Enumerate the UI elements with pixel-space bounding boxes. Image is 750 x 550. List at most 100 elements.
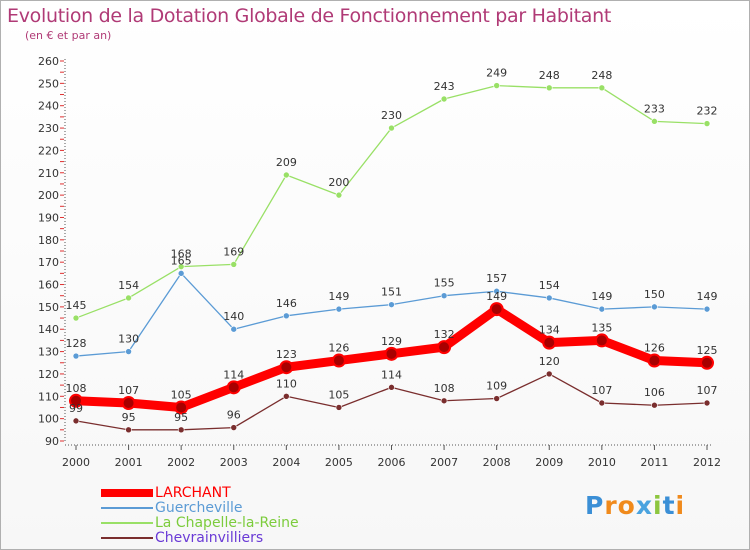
legend-item-larchant: LARCHANT (101, 485, 299, 500)
data-label: 209 (276, 156, 297, 169)
x-tick-label: 2010 (588, 456, 616, 469)
data-label: 95 (122, 411, 136, 424)
data-point (598, 305, 606, 313)
data-point (72, 352, 80, 360)
y-tick-label: 170 (38, 256, 59, 269)
y-tick-label: 140 (38, 323, 59, 336)
data-point (489, 302, 504, 317)
data-point (230, 261, 238, 268)
x-tick-label: 2004 (272, 456, 300, 469)
legend-label: LARCHANT (155, 484, 231, 501)
data-label: 150 (644, 288, 665, 301)
y-tick-label: 220 (38, 144, 59, 157)
data-point (335, 191, 343, 199)
data-label: 149 (697, 290, 718, 303)
y-tick-label: 180 (38, 234, 59, 247)
x-tick-label: 2006 (378, 456, 406, 469)
data-label: 96 (227, 409, 241, 422)
data-point (283, 392, 290, 400)
data-label: 99 (69, 402, 83, 415)
data-point (651, 401, 658, 409)
series-line-chevrainvilliers (75, 373, 708, 431)
data-point (545, 370, 553, 378)
y-tick-label: 160 (38, 279, 59, 292)
data-label: 233 (644, 102, 665, 115)
logo-letter: i (675, 491, 686, 520)
data-label: 114 (223, 368, 244, 381)
legend-label: Guercheville (155, 499, 243, 516)
proxiti-logo: Proxiti (585, 491, 685, 520)
data-point (440, 397, 448, 405)
data-label: 125 (697, 344, 718, 357)
data-point (72, 314, 80, 322)
data-label: 248 (539, 69, 560, 82)
y-tick-label: 210 (38, 167, 59, 180)
data-point (125, 348, 132, 355)
y-tick-label: 230 (38, 122, 59, 135)
y-tick-label: 130 (38, 346, 59, 359)
data-point (703, 399, 711, 407)
data-label: 243 (434, 80, 455, 93)
data-point (335, 404, 343, 411)
legend-label: Chevrainvilliers (155, 529, 264, 546)
data-label: 145 (66, 299, 87, 312)
data-point (226, 380, 241, 395)
data-label: 230 (381, 109, 402, 122)
data-point (703, 305, 711, 313)
legend-swatch (101, 521, 153, 524)
data-label: 105 (328, 388, 349, 401)
legend-item-la-chapelle-la-reine: La Chapelle-la-Reine (101, 515, 299, 530)
data-point (283, 171, 290, 179)
data-point (493, 395, 500, 402)
y-tick-label: 260 (38, 55, 59, 68)
legend-label: La Chapelle-la-Reine (155, 514, 299, 531)
y-tick-label: 90 (45, 435, 59, 448)
data-label: 140 (223, 310, 244, 323)
data-point (174, 400, 189, 415)
data-point (594, 333, 609, 348)
legend: LARCHANT Guercheville La Chapelle-la-Rei… (101, 485, 299, 545)
data-label: 151 (381, 286, 402, 299)
logo-letter: i (653, 491, 663, 520)
data-label: 95 (174, 411, 188, 424)
data-point (177, 270, 185, 277)
data-point (177, 426, 185, 434)
data-label: 155 (434, 277, 455, 290)
data-label: 135 (591, 321, 612, 334)
data-label: 126 (328, 342, 349, 355)
y-tick-label: 110 (38, 390, 59, 403)
data-point (647, 353, 662, 368)
data-label: 248 (591, 69, 612, 82)
data-point (335, 305, 343, 313)
data-point (388, 384, 395, 391)
data-label: 123 (276, 348, 297, 361)
data-point (230, 325, 238, 333)
data-label: 120 (539, 355, 560, 368)
data-point (651, 303, 658, 311)
data-label: 157 (486, 272, 507, 285)
data-label: 154 (539, 279, 560, 292)
data-point (542, 335, 557, 350)
data-label: 106 (644, 386, 665, 399)
data-label: 232 (697, 105, 718, 118)
y-tick-label: 250 (38, 77, 59, 90)
data-point (279, 360, 294, 375)
data-label: 105 (171, 388, 192, 401)
data-point (125, 426, 132, 434)
data-point (440, 95, 448, 103)
data-point (230, 424, 238, 431)
logo-letter: x (635, 491, 653, 520)
chart-subtitle: (en € et par an) (25, 29, 112, 42)
y-tick-label: 190 (38, 211, 59, 224)
x-tick-label: 2005 (325, 456, 353, 469)
data-label: 107 (697, 384, 718, 397)
logo-letter: r (604, 491, 618, 520)
data-label: 109 (486, 380, 507, 393)
data-point (700, 355, 714, 370)
data-point (69, 393, 83, 408)
data-label: 129 (381, 335, 402, 348)
data-point (598, 399, 606, 407)
data-label: 134 (539, 324, 560, 337)
data-label: 107 (591, 384, 612, 397)
